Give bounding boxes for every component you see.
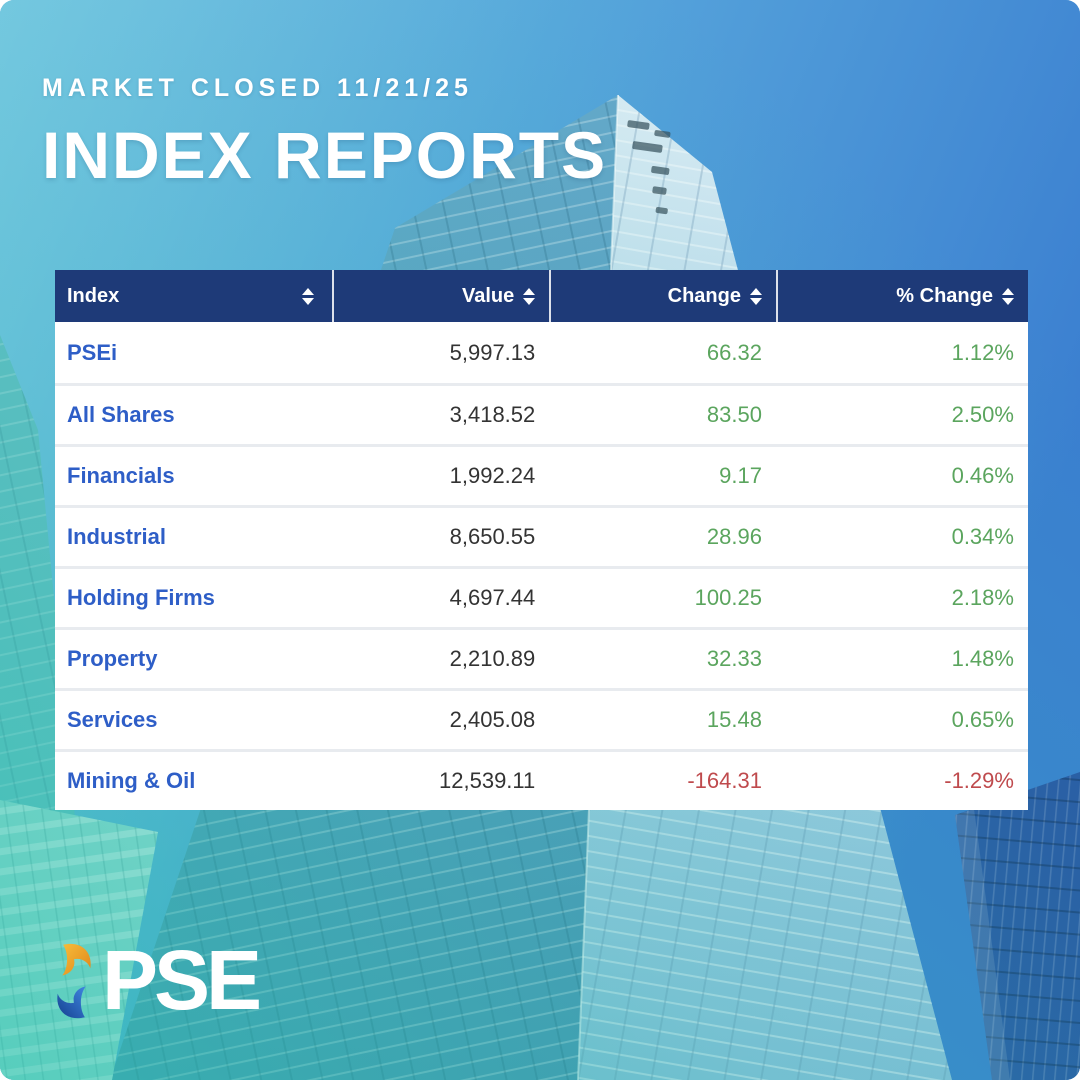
index-report-table: Index Value Change % Change PSEi 5,997.13…: [55, 270, 1028, 810]
change-cell: 83.50: [706, 402, 762, 427]
value-cell: 2,210.89: [449, 646, 536, 671]
market-status-label: MARKET CLOSED 11/21/25: [42, 74, 473, 102]
index-name-cell[interactable]: Industrial: [67, 524, 167, 549]
pct-change-cell: -1.29%: [944, 768, 1014, 793]
value-cell: 8,650.55: [449, 524, 536, 549]
column-header-value[interactable]: Value: [332, 270, 549, 322]
table-row: Services 2,405.08 15.48 0.65%: [55, 688, 1028, 749]
change-cell: -164.31: [687, 768, 762, 793]
sort-icon[interactable]: [1001, 287, 1014, 305]
table-row: Mining & Oil 12,539.11 -164.31 -1.29%: [55, 749, 1028, 810]
value-cell: 4,697.44: [449, 585, 536, 610]
pct-change-cell: 0.34%: [951, 524, 1014, 549]
sort-icon[interactable]: [523, 287, 536, 305]
table-row: Financials 1,992.24 9.17 0.46%: [55, 444, 1028, 505]
change-cell: 15.48: [706, 707, 762, 732]
table-row: All Shares 3,418.52 83.50 2.50%: [55, 383, 1028, 444]
change-cell: 66.32: [706, 339, 762, 365]
index-name-cell[interactable]: All Shares: [67, 402, 175, 427]
value-cell: 1,992.24: [449, 463, 536, 488]
column-label: % Change: [896, 284, 993, 307]
pse-logo: PSE: [54, 933, 262, 1027]
table-row: PSEi 5,997.13 66.32 1.12%: [55, 322, 1028, 383]
pct-change-cell: 2.50%: [951, 402, 1014, 427]
pse-logo-icon: [57, 943, 91, 1018]
index-name-cell[interactable]: PSEi: [67, 339, 118, 365]
hero-header: MARKET CLOSED 11/21/25 INDEX REPORTS: [42, 74, 607, 193]
column-label: Value: [462, 284, 515, 307]
table-row: Industrial 8,650.55 28.96 0.34%: [55, 505, 1028, 566]
index-name-cell[interactable]: Mining & Oil: [67, 768, 196, 793]
pct-change-cell: 2.18%: [951, 585, 1014, 610]
column-label: Change: [667, 284, 741, 307]
change-cell: 32.33: [706, 646, 762, 671]
index-name-cell[interactable]: Holding Firms: [67, 585, 215, 610]
column-header-pct-change[interactable]: % Change: [775, 270, 1028, 322]
index-name-cell[interactable]: Financials: [67, 463, 175, 488]
index-name-cell[interactable]: Property: [67, 646, 158, 671]
value-cell: 12,539.11: [439, 768, 536, 793]
pct-change-cell: 0.65%: [951, 707, 1014, 732]
value-cell: 3,418.52: [449, 402, 536, 427]
table-body: PSEi 5,997.13 66.32 1.12% All Shares 3,418.52…: [55, 322, 1028, 810]
value-cell: 5,997.13: [449, 339, 536, 365]
column-header-index[interactable]: Index: [55, 270, 332, 322]
sort-icon[interactable]: [302, 287, 315, 305]
table-row: Property 2,210.89 32.33 1.48%: [55, 627, 1028, 688]
index-name-cell[interactable]: Services: [67, 707, 158, 732]
pct-change-cell: 1.48%: [951, 646, 1014, 671]
value-cell: 2,405.08: [449, 707, 536, 732]
change-cell: 100.25: [694, 585, 762, 610]
table-row: Holding Firms 4,697.44 100.25 2.18%: [55, 566, 1028, 627]
pse-logo-text: PSE: [102, 933, 262, 1027]
sort-icon[interactable]: [749, 287, 762, 305]
column-header-change[interactable]: Change: [549, 270, 776, 322]
pct-change-cell: 0.46%: [951, 463, 1014, 488]
table-header-row: Index Value Change % Change: [55, 270, 1028, 322]
change-cell: 9.17: [719, 463, 762, 488]
column-label: Index: [67, 284, 120, 307]
page-title: INDEX REPORTS: [42, 118, 608, 192]
pct-change-cell: 1.12%: [951, 339, 1014, 365]
change-cell: 28.96: [706, 524, 762, 549]
